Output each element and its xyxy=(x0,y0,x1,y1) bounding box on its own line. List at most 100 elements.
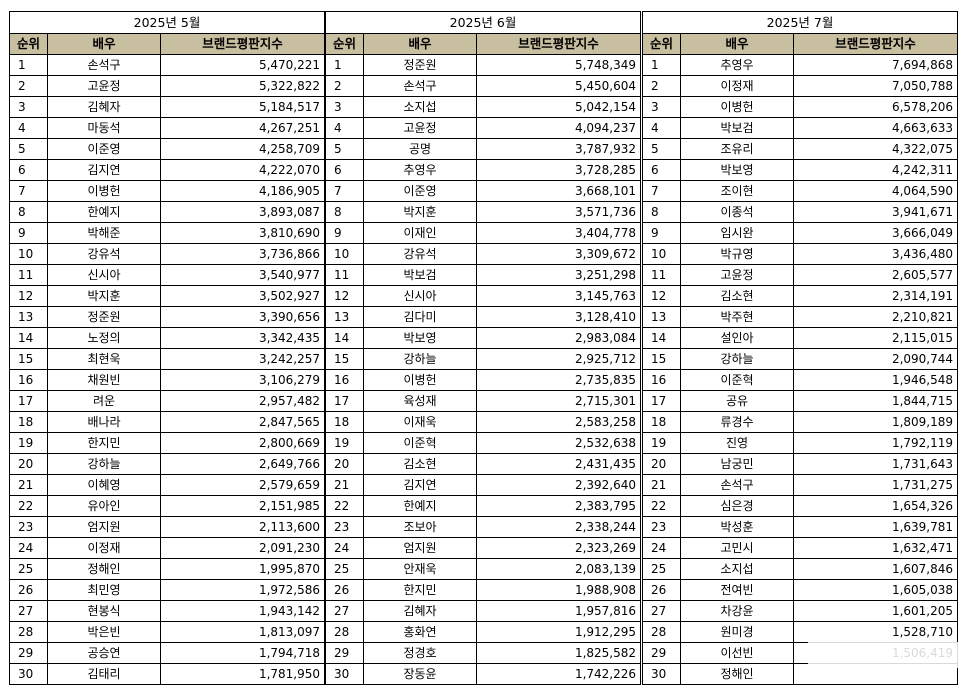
score-cell: 1,813,097 xyxy=(159,621,326,643)
table-row: 8 이종석 3,941,671 xyxy=(642,201,959,223)
score-cell: 1,809,189 xyxy=(792,411,959,433)
score-cell: 3,145,763 xyxy=(475,285,642,307)
actor-name: 김지연 xyxy=(47,159,161,181)
score-cell: 2,532,638 xyxy=(475,432,642,454)
brand-reputation-tables: 2025년 5월 순위 배우 브랜드평판지수 1 손석구 5,470,221 2 고윤정 5,32… xyxy=(8,11,959,685)
rank-cell: 23 xyxy=(325,516,364,538)
rank-cell: 19 xyxy=(9,432,48,454)
score-cell: 3,736,866 xyxy=(159,243,326,265)
table-row: 4 고윤정 4,094,237 xyxy=(325,117,642,139)
table-row: 21 김지연 2,392,640 xyxy=(325,474,642,496)
actor-name: 노정의 xyxy=(47,327,161,349)
score-cell: 5,184,517 xyxy=(159,96,326,118)
table-row: 4 마동석 4,267,251 xyxy=(9,117,326,139)
table-row: 10 강유석 3,736,866 xyxy=(9,243,326,265)
table-row: 30 장동윤 1,742,226 xyxy=(325,663,642,685)
table-row: 26 최민영 1,972,586 xyxy=(9,579,326,601)
actor-name: 김지연 xyxy=(363,474,477,496)
actor-name: 이정재 xyxy=(680,75,794,97)
actor-name: 한예지 xyxy=(47,201,161,223)
table-row: 2 고윤정 5,322,822 xyxy=(9,75,326,97)
actor-name: 박보검 xyxy=(363,264,477,286)
actor-name: 손석구 xyxy=(363,75,477,97)
score-cell: 2,957,482 xyxy=(159,390,326,412)
rank-cell: 13 xyxy=(642,306,681,328)
rank-cell: 19 xyxy=(642,432,681,454)
table-row: 6 김지연 4,222,070 xyxy=(9,159,326,181)
table-row: 4 박보검 4,663,633 xyxy=(642,117,959,139)
actor-name: 고윤정 xyxy=(680,264,794,286)
rank-cell: 3 xyxy=(325,96,364,118)
actor-name: 조이현 xyxy=(680,180,794,202)
score-cell: 4,322,075 xyxy=(792,138,959,160)
table-row: 15 강하늘 2,090,744 xyxy=(642,348,959,370)
score-cell: 7,050,788 xyxy=(792,75,959,97)
actor-name: 남궁민 xyxy=(680,453,794,475)
score-header: 브랜드평판지수 xyxy=(792,33,959,55)
table-row: 14 박보영 2,983,084 xyxy=(325,327,642,349)
rank-cell: 8 xyxy=(9,201,48,223)
score-cell: 3,941,671 xyxy=(792,201,959,223)
table-row: 2 손석구 5,450,604 xyxy=(325,75,642,97)
table-row: 11 박보검 3,251,298 xyxy=(325,264,642,286)
table-row: 28 박은빈 1,813,097 xyxy=(9,621,326,643)
rank-cell: 17 xyxy=(9,390,48,412)
actor-name: 김다미 xyxy=(363,306,477,328)
actor-name: 고윤정 xyxy=(363,117,477,139)
score-cell: 2,090,744 xyxy=(792,348,959,370)
score-cell: 3,251,298 xyxy=(475,264,642,286)
rank-cell: 30 xyxy=(9,663,48,685)
table-row: 26 한지민 1,988,908 xyxy=(325,579,642,601)
score-cell: 2,583,258 xyxy=(475,411,642,433)
actor-name: 엄지원 xyxy=(47,516,161,538)
score-cell: 2,151,985 xyxy=(159,495,326,517)
table-row: 7 이준영 3,668,101 xyxy=(325,180,642,202)
actor-name: 추영우 xyxy=(680,54,794,76)
table-row: 22 한예지 2,383,795 xyxy=(325,495,642,517)
table-row: 21 이혜영 2,579,659 xyxy=(9,474,326,496)
rank-cell: 24 xyxy=(642,537,681,559)
rank-cell: 6 xyxy=(9,159,48,181)
table-row: 28 원미경 1,528,710 xyxy=(642,621,959,643)
actor-name: 현봉식 xyxy=(47,600,161,622)
table-row: 14 노정의 3,342,435 xyxy=(9,327,326,349)
rank-cell: 18 xyxy=(642,411,681,433)
actor-name: 정경호 xyxy=(363,642,477,664)
table-row: 16 채원빈 3,106,279 xyxy=(9,369,326,391)
table-row: 18 이재욱 2,583,258 xyxy=(325,411,642,433)
actor-name: 한지민 xyxy=(47,432,161,454)
rank-cell: 28 xyxy=(642,621,681,643)
actor-name: 이준혁 xyxy=(363,432,477,454)
table-row: 24 엄지원 2,323,269 xyxy=(325,537,642,559)
score-cell: 1,605,038 xyxy=(792,579,959,601)
rank-cell: 1 xyxy=(642,54,681,76)
actor-name: 채원빈 xyxy=(47,369,161,391)
score-cell: 1,912,295 xyxy=(475,621,642,643)
table-row: 1 추영우 7,694,868 xyxy=(642,54,959,76)
actor-name: 손석구 xyxy=(47,54,161,76)
table-row: 28 홍화연 1,912,295 xyxy=(325,621,642,643)
score-header: 브랜드평판지수 xyxy=(475,33,642,55)
actor-name: 김태리 xyxy=(47,663,161,685)
rank-cell: 9 xyxy=(9,222,48,244)
actor-name: 유아인 xyxy=(47,495,161,517)
table-row: 3 김혜자 5,184,517 xyxy=(9,96,326,118)
actor-name: 소지섭 xyxy=(363,96,477,118)
table-row: 19 진영 1,792,119 xyxy=(642,432,959,454)
actor-name: 추영우 xyxy=(363,159,477,181)
table-row: 17 려운 2,957,482 xyxy=(9,390,326,412)
actor-name: 차강윤 xyxy=(680,600,794,622)
actor-name: 박지훈 xyxy=(47,285,161,307)
actor-name: 이종석 xyxy=(680,201,794,223)
rank-cell: 25 xyxy=(642,558,681,580)
actor-name: 장동윤 xyxy=(363,663,477,685)
table-row: 20 강하늘 2,649,766 xyxy=(9,453,326,475)
score-cell: 6,578,206 xyxy=(792,96,959,118)
actor-name: 원미경 xyxy=(680,621,794,643)
table-row: 17 육성재 2,715,301 xyxy=(325,390,642,412)
rank-cell: 28 xyxy=(9,621,48,643)
actor-name: 최현욱 xyxy=(47,348,161,370)
table-row: 9 박해준 3,810,690 xyxy=(9,222,326,244)
actor-name: 조유리 xyxy=(680,138,794,160)
actor-name: 박지훈 xyxy=(363,201,477,223)
